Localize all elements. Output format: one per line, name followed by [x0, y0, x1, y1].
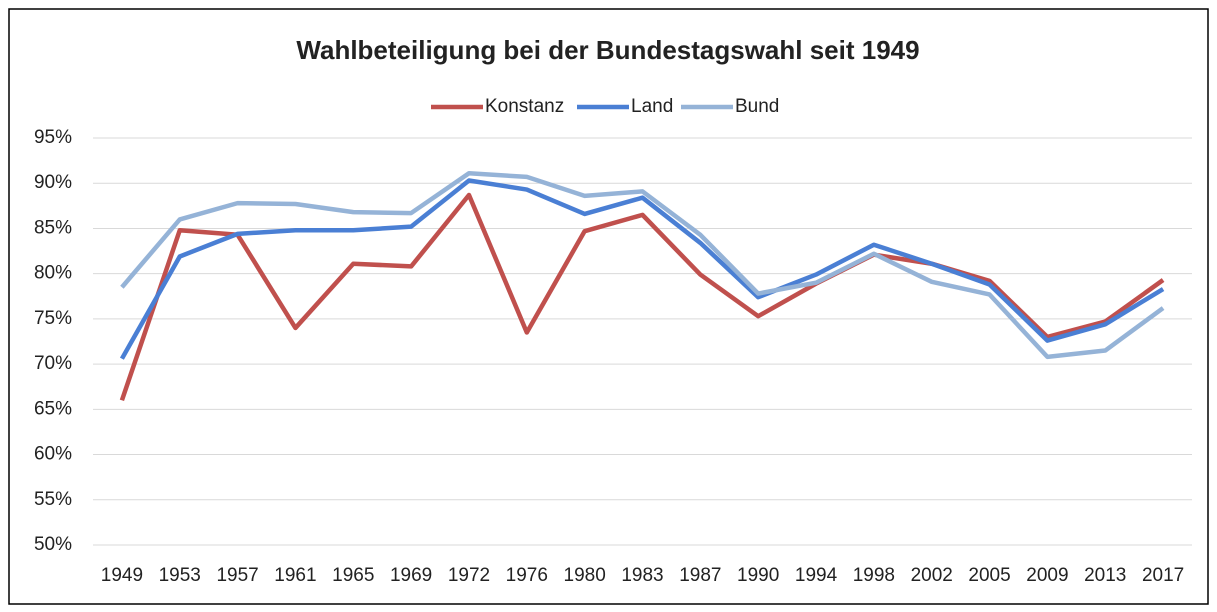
- x-tick-label: 1949: [101, 565, 143, 586]
- x-tick-label: 1969: [390, 565, 432, 586]
- y-tick-label: 85%: [34, 217, 72, 238]
- y-tick-label: 95%: [34, 127, 72, 148]
- x-tick-label: 1980: [564, 565, 606, 586]
- x-tick-label: 1953: [159, 565, 201, 586]
- x-tick-label: 1987: [679, 565, 721, 586]
- series-line: [119, 192, 1165, 402]
- x-tick-label: 2002: [911, 565, 953, 586]
- chart-title: Wahlbeteiligung bei der Bundestagswahl s…: [296, 35, 919, 65]
- y-tick-label: 70%: [34, 353, 72, 374]
- x-tick-label: 1998: [853, 565, 895, 586]
- x-tick-label: 2013: [1084, 565, 1126, 586]
- legend-label: Bund: [735, 96, 779, 117]
- x-tick-label: 2009: [1026, 565, 1068, 586]
- legend-label: Land: [631, 96, 673, 117]
- chart-frame: [8, 8, 1209, 605]
- x-tick-label: 1994: [795, 565, 838, 586]
- x-tick-label: 1961: [274, 565, 316, 586]
- y-tick-label: 55%: [34, 489, 72, 510]
- x-tick-label: 2017: [1142, 565, 1184, 586]
- y-tick-label: 80%: [34, 263, 72, 284]
- series-line: [119, 178, 1165, 360]
- y-tick-label: 65%: [34, 398, 72, 419]
- legend-label: Konstanz: [485, 96, 564, 117]
- x-tick-label: 1972: [448, 565, 490, 586]
- y-tick-label: 60%: [34, 444, 72, 465]
- x-tick-label: 2005: [968, 565, 1010, 586]
- x-tick-label: 1965: [332, 565, 374, 586]
- x-tick-label: 1976: [506, 565, 548, 586]
- y-tick-label: 90%: [34, 172, 72, 193]
- x-tick-label: 1990: [737, 565, 779, 586]
- y-tick-label: 75%: [34, 308, 72, 329]
- x-tick-label: 1957: [216, 565, 258, 586]
- x-tick-label: 1983: [621, 565, 663, 586]
- series-line: [120, 171, 1165, 360]
- y-tick-label: 50%: [34, 534, 72, 555]
